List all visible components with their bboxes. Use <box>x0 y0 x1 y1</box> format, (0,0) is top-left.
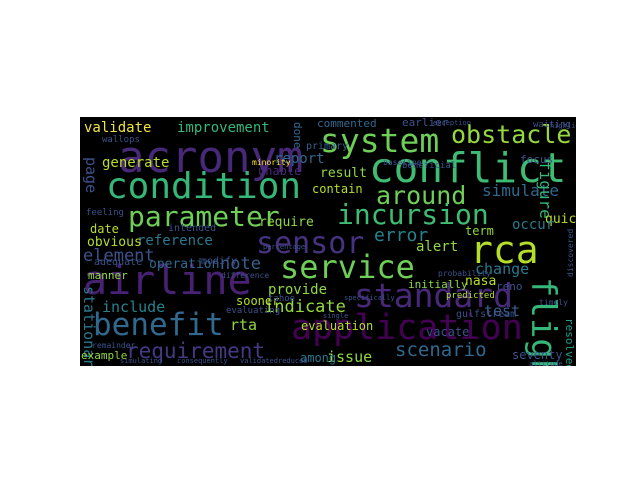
word-cloud: validate improvement acronym system obstacle… <box>80 117 576 366</box>
word-reno: reno <box>496 280 523 293</box>
word-page: page <box>82 157 100 194</box>
word-change: change <box>475 260 530 278</box>
word-report: report <box>274 151 325 167</box>
word-example: example <box>81 349 128 362</box>
word-condition: condition <box>106 166 302 207</box>
word-rca: rca <box>470 228 539 272</box>
word-discovered: discovered <box>566 228 575 277</box>
word-manner: manner <box>88 269 128 282</box>
word-adequate: adequate <box>94 257 143 268</box>
word-error: error <box>374 225 429 246</box>
word-predicted: predicted <box>446 291 495 301</box>
word-scenario: scenario <box>395 339 487 361</box>
word-waiting: waiting <box>533 120 571 130</box>
word-provide: provide <box>268 282 328 298</box>
word-alert: alert <box>416 239 459 255</box>
word-baseline: baseline <box>383 158 422 167</box>
word-specifically: specifically <box>344 294 395 302</box>
word-indicate: indicate <box>264 297 346 317</box>
word-conflict: conflict <box>369 144 567 192</box>
word-tahoe: tahoe <box>268 294 296 304</box>
word-result: result <box>320 166 367 181</box>
word-rta: rta <box>230 316 258 334</box>
word-primary: primary <box>306 141 349 152</box>
word-among: among <box>300 351 337 365</box>
word-vacate: vacate <box>426 325 470 339</box>
word-timely: timely <box>539 298 568 307</box>
word-improvement: improvement <box>177 120 270 136</box>
word-contain: contain <box>312 182 363 196</box>
word-validate: validate <box>84 120 152 136</box>
word-evaluating: evaluating <box>226 306 281 316</box>
word-unable: unable <box>258 164 302 178</box>
word-requirement: requirement <box>126 339 266 363</box>
word-benefit: benefit <box>93 307 224 343</box>
word-figure: figure <box>536 161 555 219</box>
word-quickly: quickly <box>545 212 576 227</box>
word-difference: difference <box>221 271 270 280</box>
word-service: service <box>280 248 415 286</box>
word-earlier: earlier <box>402 117 449 129</box>
word-exception: exception <box>433 119 471 127</box>
word-percentage: percentage <box>263 243 306 251</box>
word-modify: modify <box>201 256 238 267</box>
word-feeling: feeling <box>86 208 124 218</box>
word-standard: standard <box>354 276 513 315</box>
word-generate: generate <box>102 155 170 171</box>
word-single: single <box>323 312 349 320</box>
word-validated: validated <box>240 357 278 365</box>
word-around: around <box>376 181 467 210</box>
word-commented: commented <box>317 117 377 130</box>
word-resolved: resolved <box>563 318 576 366</box>
word-focus: focus <box>520 153 554 166</box>
word-evaluation: evaluation <box>301 319 374 333</box>
word-simulate: simulate <box>482 181 560 200</box>
word-consequently: consequently <box>177 357 228 365</box>
word-term: term <box>465 224 494 238</box>
word-probability: probability <box>438 269 491 278</box>
word-incursion: incursion <box>337 198 489 231</box>
word-minority: minority <box>252 158 291 167</box>
word-test: test <box>484 302 521 320</box>
word-element: element <box>83 246 155 266</box>
word-done: done <box>291 122 304 149</box>
word-obvious: obvious <box>87 235 142 250</box>
word-obstacle: obstacle <box>451 120 572 149</box>
word-operation: operation <box>149 257 220 272</box>
word-altitude: altitude <box>529 360 563 367</box>
word-acronym: acronym <box>118 132 304 183</box>
word-remainder: remainder <box>92 341 136 350</box>
word-sooner: sooner <box>236 294 280 308</box>
word-highlight: highlight <box>550 122 576 130</box>
word-beneficial: beneficial <box>402 161 457 171</box>
word-parameter: parameter <box>128 200 280 233</box>
word-simulating: simulating <box>120 357 163 365</box>
word-reference: reference <box>137 233 213 249</box>
word-seventy: seventy <box>512 348 563 362</box>
word-reduced: reduced <box>278 357 308 365</box>
word-issue: issue <box>327 348 373 366</box>
word-intended: intended <box>168 223 217 234</box>
word-occur: occur <box>512 217 555 233</box>
word-gulfstream: gulfstream <box>456 309 517 320</box>
word-require: require <box>259 215 314 230</box>
word-note: note <box>220 254 261 274</box>
word-initially: initially <box>408 278 468 291</box>
word-airline: airline <box>83 258 252 304</box>
word-system: system <box>320 121 440 160</box>
word-application: application <box>291 308 523 348</box>
word-wallops: wallops <box>102 135 140 145</box>
word-sensor: sensor <box>256 226 365 261</box>
word-date: date <box>90 222 119 236</box>
word-nasa: nasa <box>465 274 497 289</box>
word-include: include <box>102 298 166 316</box>
